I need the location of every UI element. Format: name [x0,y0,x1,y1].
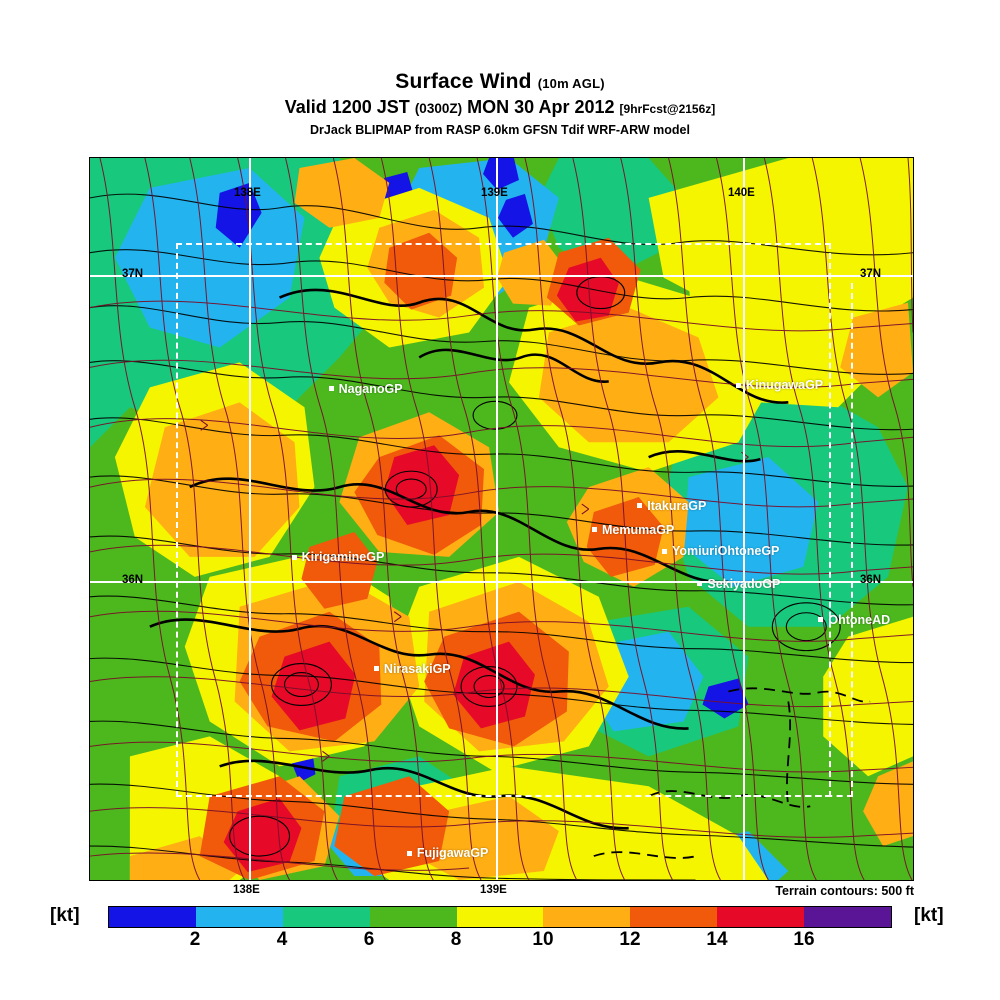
colorbar-swatch-0 [109,907,196,927]
lat-label-37N-right: 37N [860,268,882,280]
lon-label-138E-top: 138E [234,187,261,199]
terrain-contour-note: Terrain contours: 500 ft [775,884,914,898]
colorbar-tick: 16 [793,929,815,950]
chart-title-main: Surface Wind [395,70,532,93]
colorbar-swatches [108,906,892,928]
forecast-domain-box [176,243,831,797]
lat-label-36N-left: 36N [122,574,144,586]
colorbar-swatch-5 [543,907,631,927]
colorbar-swatch-6 [630,907,718,927]
graticule-lat-36 [90,581,913,583]
colorbar-swatch-4 [456,907,544,927]
colorbar-tick: 6 [363,929,375,950]
graticule-lat-37 [90,275,913,277]
colorbar-swatch-1 [195,907,283,927]
lon-label-139E-bottom: 139E [480,884,507,896]
colorbar-tick: 12 [619,929,641,950]
chart-title: Surface Wind (10m AGL) [0,70,1000,96]
colorbar-tick: 4 [276,929,288,950]
lat-label-36N-right: 36N [860,574,882,586]
chart-valid-line: Valid 1200 JST (0300Z) MON 30 Apr 2012 [… [0,96,1000,121]
graticule-lon-140 [743,158,745,880]
wind-field-raster [90,158,913,880]
lat-label-37N-left: 37N [122,268,144,280]
valid-main: Valid 1200 JST [284,97,410,117]
valid-date: MON 30 Apr 2012 [467,97,615,117]
wind-map[interactable]: 138E 139E 140E 37N 36N 37N 36N NaganoGP … [89,157,914,881]
colorbar-swatch-3 [369,907,457,927]
colorbar-swatch-7 [717,907,805,927]
colorbar-unit-left: [kt] [50,905,80,926]
chart-title-suffix: (10m AGL) [537,76,605,91]
forecast-tag: [9hrFcst@2156z] [619,102,716,116]
title-block: Surface Wind (10m AGL) Valid 1200 JST (0… [0,70,1000,139]
valid-utc: (0300Z) [414,101,463,116]
colorbar-tick: 10 [532,929,554,950]
colorbar-tick: 2 [189,929,201,950]
colorbar-swatch-2 [282,907,370,927]
colorbar-tick: 14 [706,929,728,950]
colorbar-tick: 8 [450,929,462,950]
colorbar-legend: [kt] [kt] 2 4 6 8 10 12 14 16 [0,903,1000,963]
colorbar-unit-right: [kt] [914,905,944,926]
lon-label-139E-top: 139E [481,187,508,199]
lon-label-138E-bottom: 138E [233,884,260,896]
forecast-subdomain-box-right [743,283,853,797]
chart-model-line: DrJack BLIPMAP from RASP 6.0km GFSN Tdif… [310,123,690,137]
graticule-lon-139 [496,158,498,880]
colorbar-swatch-8 [804,907,892,927]
lon-label-140E-top: 140E [728,187,755,199]
graticule-lon-138 [249,158,251,880]
